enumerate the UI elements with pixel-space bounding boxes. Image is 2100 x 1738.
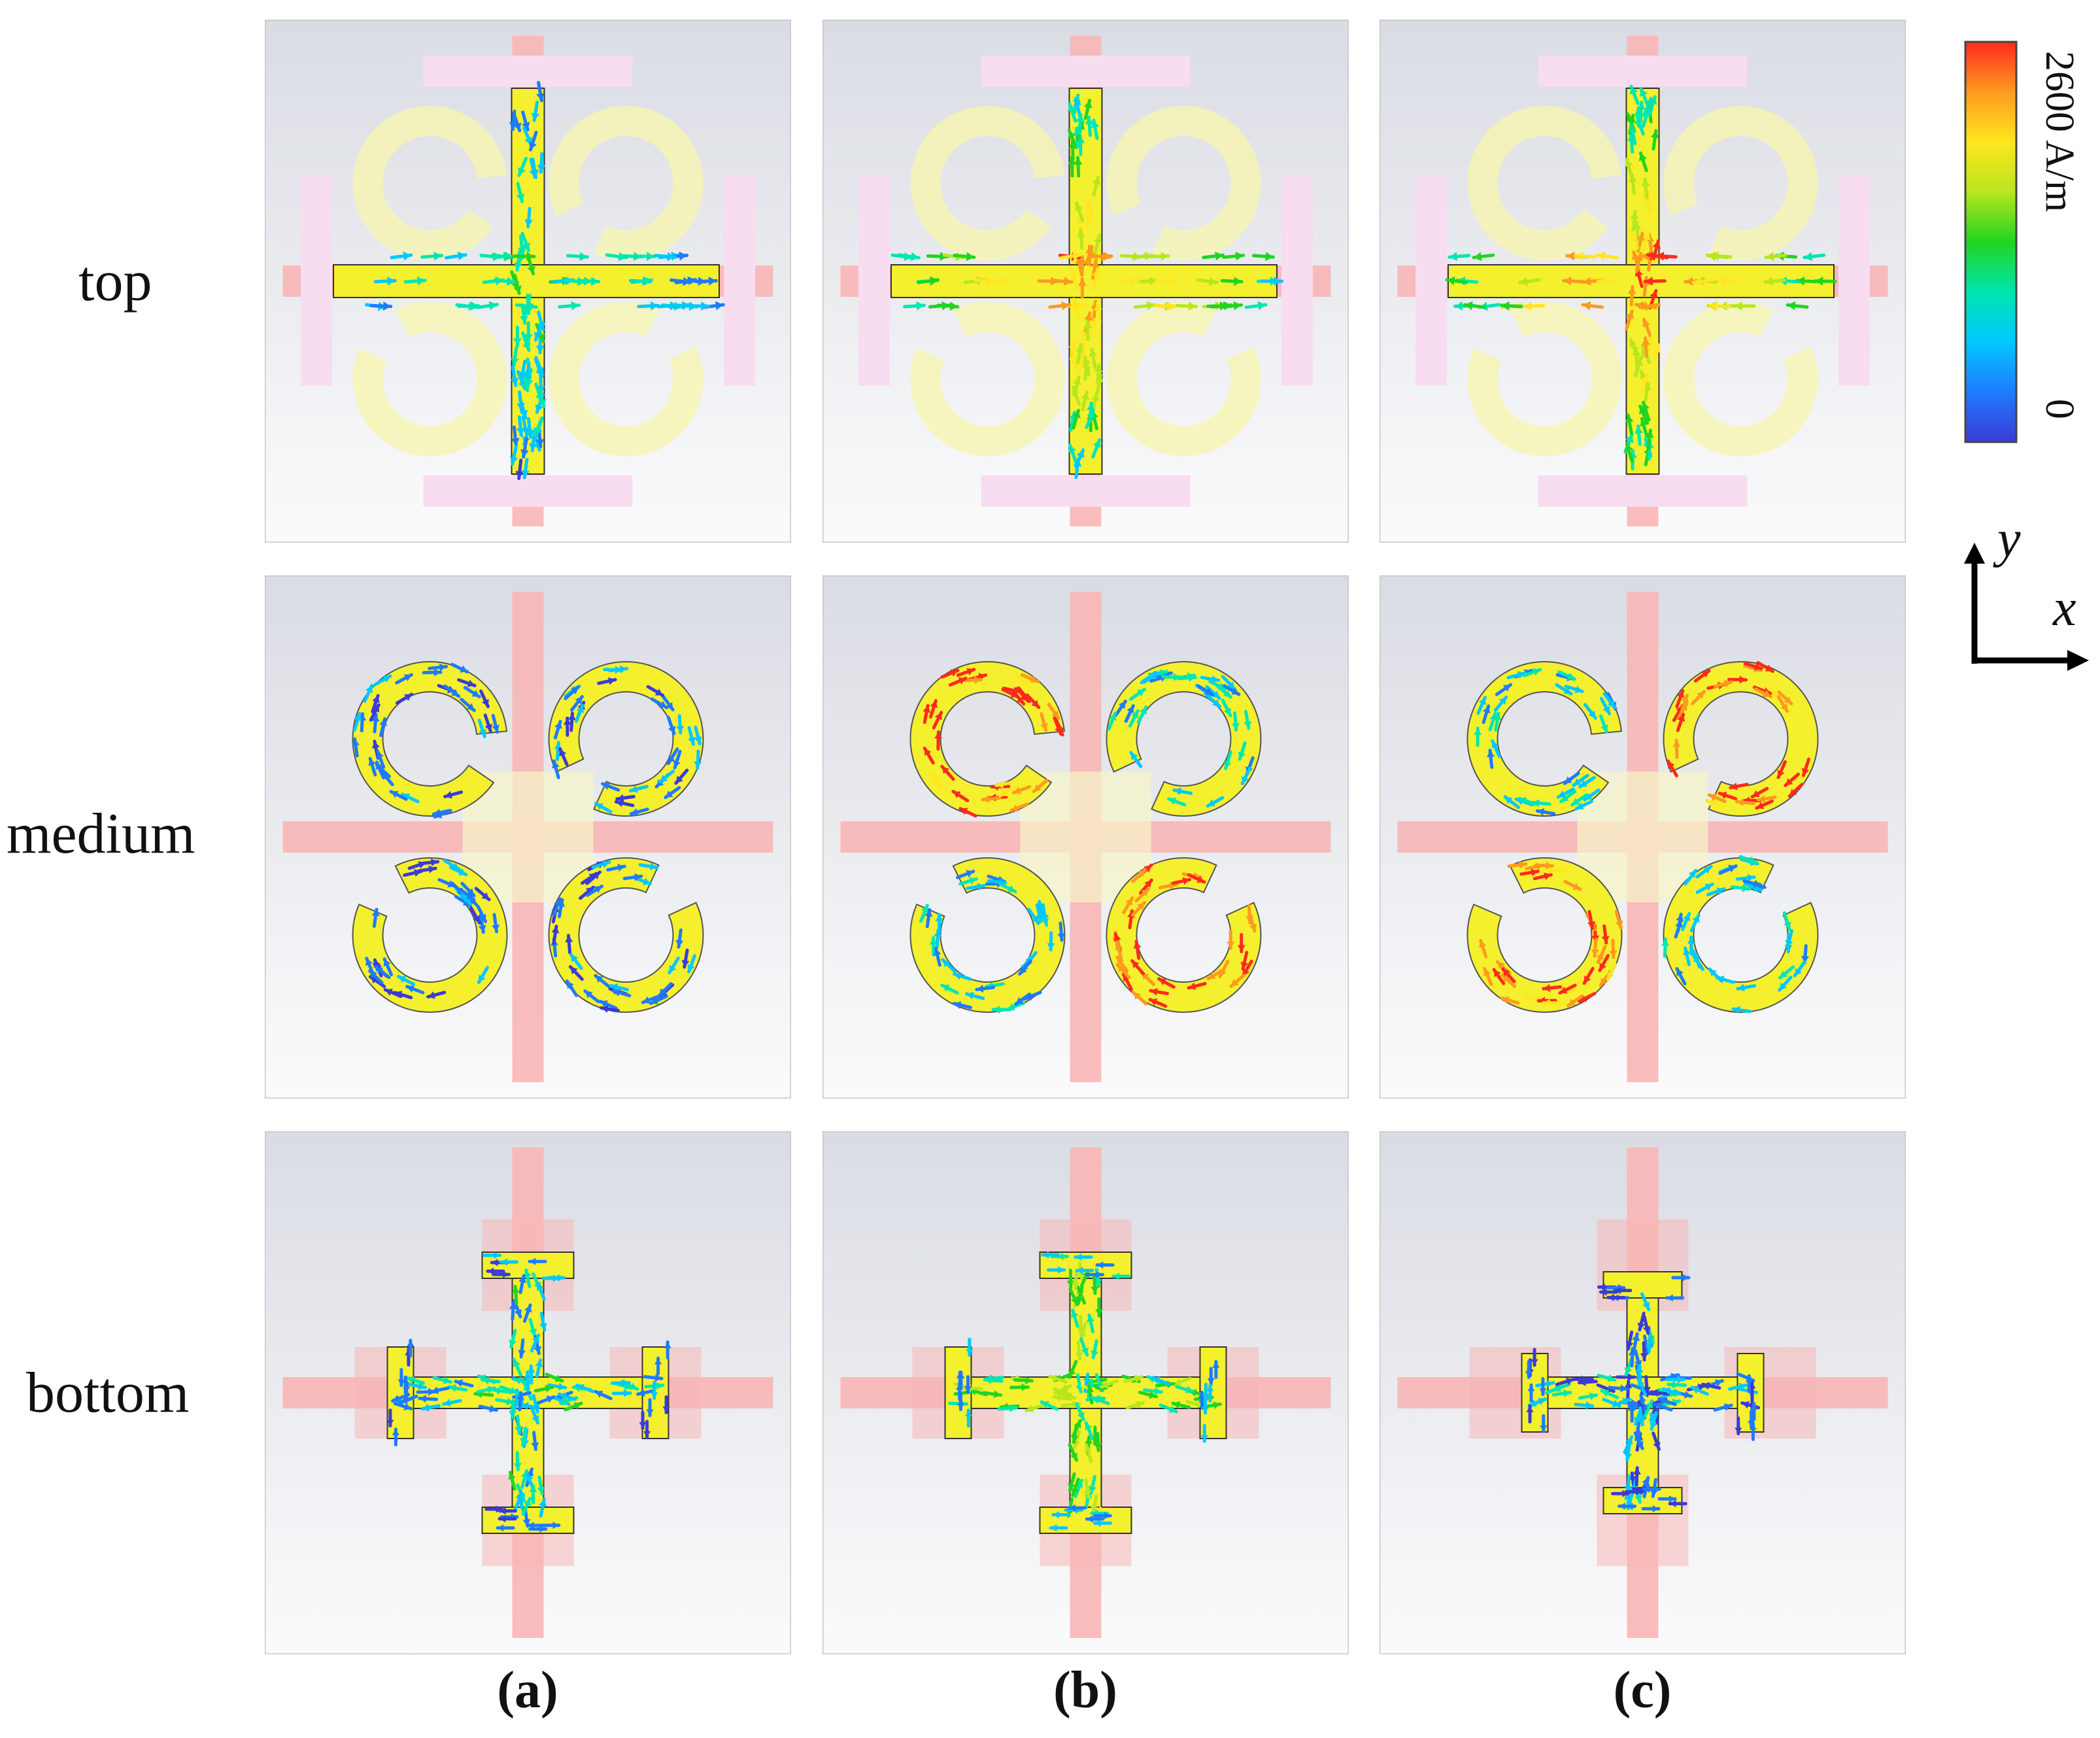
current-arrows-medium-b [840, 592, 1331, 1082]
panel-bottom-b [822, 1131, 1349, 1654]
y-axis-label: y [1997, 511, 2021, 568]
row-label-bottom: bottom [26, 1361, 190, 1425]
panel-top-b [822, 20, 1349, 543]
panel-bottom-a [265, 1131, 791, 1654]
panel-medium-a [265, 575, 791, 1099]
colorbar-gradient [1964, 41, 2018, 443]
current-arrows-medium-c [1397, 592, 1888, 1082]
column-label-a: (a) [497, 1661, 558, 1719]
panel-medium-c [1380, 575, 1906, 1099]
current-arrows-top-c [1397, 36, 1888, 526]
x-axis-arrowhead [2067, 650, 2089, 671]
row-label-top: top [78, 250, 152, 313]
current-arrows-medium-a [282, 592, 773, 1082]
column-label-c: (c) [1613, 1661, 1672, 1719]
axis-indicator [1964, 543, 2089, 671]
x-axis-label: x [2053, 579, 2076, 637]
panel-bottom-c [1380, 1131, 1906, 1654]
y-axis-arrowhead [1964, 543, 1985, 564]
current-arrows-bottom-b [840, 1148, 1331, 1638]
current-arrows-bottom-a [282, 1148, 773, 1638]
colorbar [1964, 41, 2018, 443]
current-arrows-bottom-c [1397, 1148, 1888, 1638]
current-arrows-top-b [840, 36, 1331, 526]
panel-medium-b [822, 575, 1349, 1099]
row-label-medium: medium [7, 802, 195, 866]
colorbar-min-label: 0 [2037, 399, 2082, 419]
panel-top-a [265, 20, 791, 543]
colorbar-max-label: 2600 A/m [2037, 51, 2082, 213]
column-label-b: (b) [1053, 1661, 1117, 1719]
panel-top-c [1380, 20, 1906, 543]
current-arrows-top-a [282, 36, 773, 526]
